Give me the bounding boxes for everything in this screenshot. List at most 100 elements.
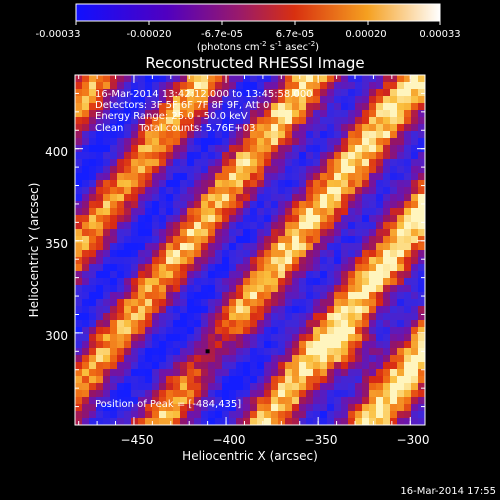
heatmap-cell (138, 362, 146, 370)
heatmap-cell (320, 215, 328, 223)
heatmap-cell (194, 215, 202, 223)
heatmap-cell (376, 299, 384, 307)
heatmap-cell (124, 222, 132, 230)
heatmap-cell (299, 397, 307, 405)
heatmap-cell (362, 341, 370, 349)
heatmap-cell (75, 89, 83, 97)
heatmap-cell (285, 159, 293, 167)
heatmap-cell (404, 376, 412, 384)
heatmap-cell (418, 271, 426, 279)
heatmap-cell (313, 397, 321, 405)
heatmap-cell (355, 117, 363, 125)
heatmap-cell (187, 82, 195, 90)
heatmap-cell (334, 278, 342, 286)
heatmap-cell (131, 166, 139, 174)
heatmap-cell (369, 138, 377, 146)
heatmap-cell (278, 96, 286, 104)
heatmap-cell (411, 250, 419, 258)
heatmap-cell (313, 103, 321, 111)
heatmap-cell (341, 271, 349, 279)
heatmap-cell (397, 320, 405, 328)
heatmap-cell (397, 390, 405, 398)
heatmap-cell (355, 285, 363, 293)
heatmap-cell (187, 376, 195, 384)
heatmap-cell (89, 117, 97, 125)
heatmap-cell (264, 89, 272, 97)
heatmap-cell (257, 306, 265, 314)
heatmap-cell (215, 180, 223, 188)
heatmap-cell (124, 334, 132, 342)
heatmap-cell (208, 89, 216, 97)
heatmap-cell (243, 250, 251, 258)
heatmap-cell (103, 222, 111, 230)
heatmap-cell (75, 201, 83, 209)
heatmap-cell (299, 362, 307, 370)
heatmap-cell (229, 208, 237, 216)
heatmap-cell (320, 103, 328, 111)
heatmap-cell (138, 236, 146, 244)
heatmap-cell (313, 96, 321, 104)
heatmap-cell (390, 89, 398, 97)
heatmap-cell (124, 194, 132, 202)
heatmap-cell (376, 264, 384, 272)
heatmap-cell (187, 418, 195, 426)
heatmap-cell (236, 201, 244, 209)
heatmap-cell (222, 348, 230, 356)
heatmap-cell (264, 110, 272, 118)
heatmap-cell (131, 229, 139, 237)
heatmap-cell (145, 166, 153, 174)
heatmap-cell (383, 110, 391, 118)
heatmap-cell (320, 327, 328, 335)
heatmap-cell (327, 257, 335, 265)
heatmap-cell (117, 313, 125, 321)
heatmap-cell (103, 376, 111, 384)
heatmap-cell (320, 159, 328, 167)
heatmap-cell (96, 180, 104, 188)
heatmap-cell (159, 201, 167, 209)
heatmap-cell (152, 117, 160, 125)
heatmap-cell (397, 110, 405, 118)
heatmap-cell (411, 299, 419, 307)
heatmap-cell (208, 285, 216, 293)
heatmap-cell (117, 152, 125, 160)
heatmap-cell (201, 404, 209, 412)
heatmap-cell (369, 194, 377, 202)
heatmap-cell (397, 145, 405, 153)
heatmap-cell (222, 334, 230, 342)
heatmap-cell (257, 201, 265, 209)
heatmap-cell (418, 397, 426, 405)
heatmap-cell (369, 180, 377, 188)
heatmap-cell (243, 257, 251, 265)
heatmap-cell (166, 411, 174, 419)
heatmap-cell (152, 152, 160, 160)
heatmap-cell (124, 180, 132, 188)
heatmap-cell (320, 369, 328, 377)
heatmap-cell (159, 369, 167, 377)
heatmap-cell (369, 124, 377, 132)
heatmap-cell (313, 250, 321, 258)
heatmap-cell (75, 285, 83, 293)
heatmap-cell (390, 187, 398, 195)
heatmap-cell (229, 362, 237, 370)
heatmap-cell (201, 250, 209, 258)
heatmap-cell (404, 271, 412, 279)
heatmap-cell (75, 404, 83, 412)
heatmap-cell (103, 75, 111, 83)
heatmap-cell (320, 404, 328, 412)
heatmap-cell (187, 187, 195, 195)
heatmap-cell (166, 418, 174, 426)
heatmap-cell (334, 75, 342, 83)
heatmap-cell (138, 264, 146, 272)
heatmap-cell (397, 299, 405, 307)
heatmap-cell (152, 138, 160, 146)
heatmap-cell (376, 348, 384, 356)
heatmap-cell (96, 299, 104, 307)
heatmap-cell (152, 257, 160, 265)
heatmap-cell (75, 341, 83, 349)
heatmap-cell (96, 208, 104, 216)
heatmap-cell (390, 117, 398, 125)
heatmap-cell (222, 131, 230, 139)
heatmap-cell (320, 264, 328, 272)
heatmap-cell (180, 131, 188, 139)
heatmap-cell (418, 243, 426, 251)
